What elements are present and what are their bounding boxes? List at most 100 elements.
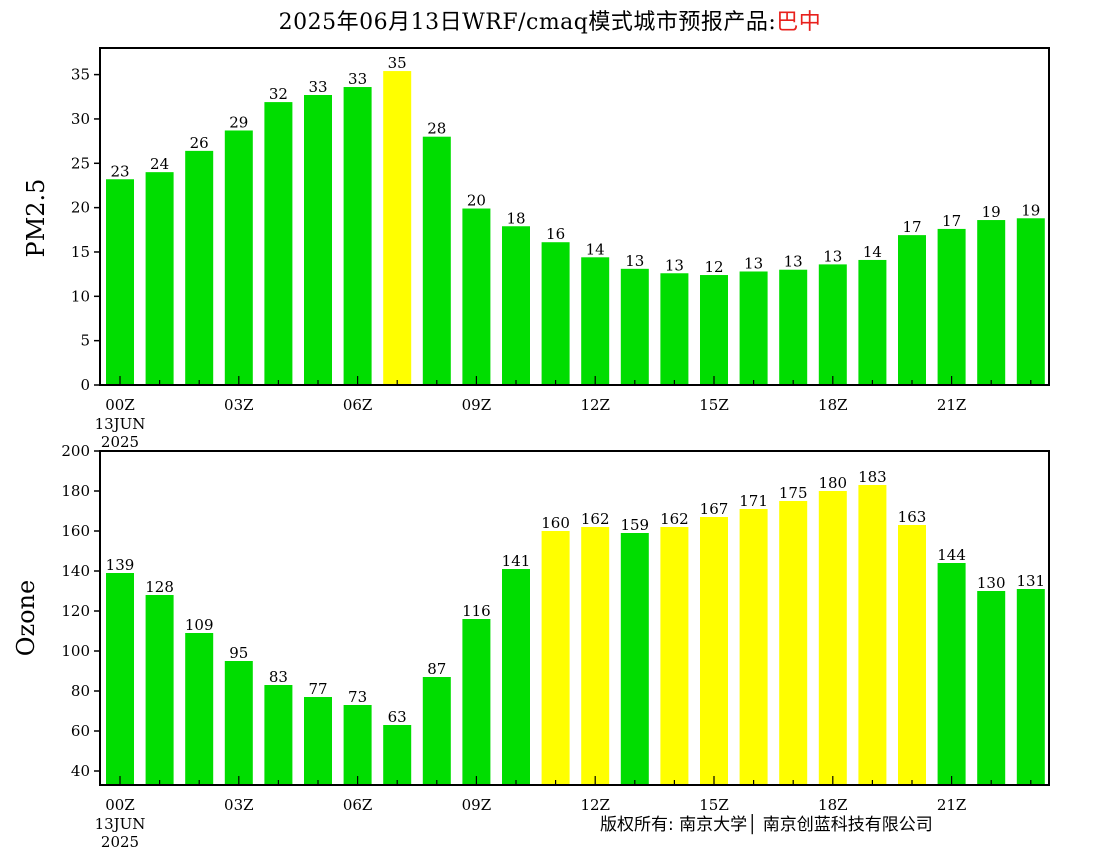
- ozone-bar: [224, 661, 253, 785]
- pm25-x-tick-label: 09Z: [462, 396, 492, 414]
- title-prefix: 2025年06月13日WRF/cmaq模式城市预报产品:: [278, 10, 777, 35]
- ozone-value-label: 160: [541, 514, 570, 532]
- ozone-x-tick-label: 12Z: [580, 796, 610, 814]
- pm25-bar: [462, 208, 491, 385]
- pm25-bar: [224, 130, 253, 385]
- ozone-bar: [818, 491, 847, 785]
- ozone-value-label: 175: [779, 484, 808, 502]
- ozone-x-tick-label: 03Z: [224, 796, 254, 814]
- ozone-x-tick-label: 18Z: [818, 796, 848, 814]
- pm25-bar: [779, 269, 808, 385]
- pm25-date-label: 2025: [101, 433, 139, 451]
- pm25-date-label: 13JUN: [95, 415, 146, 433]
- pm25-y-tick-label: 20: [71, 199, 90, 217]
- pm25-x-tick-label: 18Z: [818, 396, 848, 414]
- pm25-value-label: 17: [902, 218, 921, 236]
- ozone-bar: [541, 531, 570, 785]
- ozone-bar: [739, 509, 768, 785]
- pm25-value-label: 23: [110, 162, 129, 180]
- ozone-bar: [304, 697, 332, 785]
- pm25-value-label: 29: [229, 113, 248, 131]
- pm25-bar: [502, 226, 530, 385]
- ozone-bar: [977, 591, 1006, 785]
- pm25-value-label: 13: [665, 256, 684, 274]
- ozone-x-tick-label: 09Z: [462, 796, 492, 814]
- ozone-value-label: 77: [308, 680, 327, 698]
- ozone-value-label: 163: [898, 508, 927, 526]
- pm25-y-tick-label: 0: [80, 376, 90, 394]
- pm25-value-label: 13: [784, 253, 803, 271]
- pm25-bar: [145, 172, 174, 385]
- pm25-value-label: 14: [586, 240, 605, 258]
- pm25-bar: [700, 275, 728, 385]
- ozone-x-tick-label: 21Z: [937, 796, 967, 814]
- ozone-bar: [858, 485, 887, 785]
- ozone-y-axis-label: Ozone: [12, 580, 40, 656]
- ozone-y-tick-label: 60: [71, 722, 90, 740]
- ozone-value-label: 73: [348, 688, 367, 706]
- ozone-bar: [502, 569, 530, 785]
- city-name: 巴中: [776, 10, 822, 35]
- ozone-value-label: 87: [427, 660, 446, 678]
- pm25-value-label: 13: [625, 252, 644, 270]
- ozone-bar: [898, 525, 926, 785]
- pm25-value-label: 20: [467, 192, 486, 210]
- ozone-bar: [264, 685, 293, 785]
- pm25-bar: [106, 179, 134, 385]
- ozone-plot-frame: [99, 450, 1050, 786]
- ozone-bar: [343, 705, 372, 785]
- ozone-bar: [422, 677, 451, 785]
- pm25-value-label: 26: [190, 134, 209, 152]
- pm25-value-label: 14: [863, 243, 882, 261]
- pm25-bar: [818, 264, 847, 385]
- pm25-y-tick-label: 15: [71, 243, 90, 261]
- ozone-bar: [1016, 589, 1045, 785]
- pm25-value-label: 24: [150, 155, 169, 173]
- pm25-bar: [1016, 218, 1045, 385]
- ozone-bar: [660, 527, 689, 785]
- ozone-bar: [581, 527, 610, 785]
- pm25-value-label: 13: [823, 247, 842, 265]
- pm25-x-tick-label: 21Z: [937, 396, 967, 414]
- pm25-value-label: 35: [388, 54, 407, 72]
- pm25-value-label: 32: [269, 85, 288, 103]
- pm25-bar: [304, 95, 332, 386]
- ozone-y-tick-label: 40: [71, 762, 90, 780]
- ozone-y-tick-label: 100: [61, 642, 90, 660]
- pm25-bar: [937, 228, 966, 385]
- ozone-x-tick-label: 15Z: [699, 796, 729, 814]
- pm25-value-label: 19: [982, 203, 1001, 221]
- ozone-value-label: 128: [145, 578, 174, 596]
- pm25-bar: [383, 71, 412, 385]
- pm25-value-label: 19: [1021, 201, 1040, 219]
- ozone-bar: [383, 725, 412, 785]
- pm25-x-tick-label: 03Z: [224, 396, 254, 414]
- ozone-value-label: 109: [185, 616, 214, 634]
- ozone-value-label: 162: [660, 510, 689, 528]
- ozone-value-label: 63: [388, 708, 407, 726]
- ozone-y-tick-label: 180: [61, 482, 90, 500]
- ozone-value-label: 159: [620, 516, 649, 534]
- pm25-y-tick-label: 5: [80, 332, 90, 350]
- pm25-y-axis-label: PM2.5: [22, 179, 50, 258]
- ozone-value-label: 130: [977, 574, 1006, 592]
- ozone-value-label: 167: [700, 500, 729, 518]
- ozone-value-label: 171: [739, 492, 768, 510]
- pm25-bar: [422, 136, 451, 385]
- pm25-y-tick-label: 30: [71, 110, 90, 128]
- pm25-y-tick-label: 25: [71, 154, 90, 172]
- pm25-bar: [581, 257, 610, 385]
- ozone-y-tick-label: 80: [71, 682, 90, 700]
- pm25-value-label: 33: [348, 70, 367, 88]
- page-title: 2025年06月13日WRF/cmaq模式城市预报产品:巴中: [0, 4, 1100, 36]
- ozone-bar: [700, 517, 728, 785]
- ozone-date-label: 2025: [101, 833, 139, 850]
- ozone-bar: [779, 501, 808, 785]
- pm25-bar: [620, 268, 649, 385]
- pm25-value-label: 12: [704, 258, 723, 276]
- pm25-value-label: 28: [427, 120, 446, 138]
- ozone-date-label: 13JUN: [95, 815, 146, 833]
- pm25-bar: [264, 102, 293, 386]
- pm25-plot-frame: [99, 47, 1050, 386]
- ozone-value-label: 95: [229, 644, 248, 662]
